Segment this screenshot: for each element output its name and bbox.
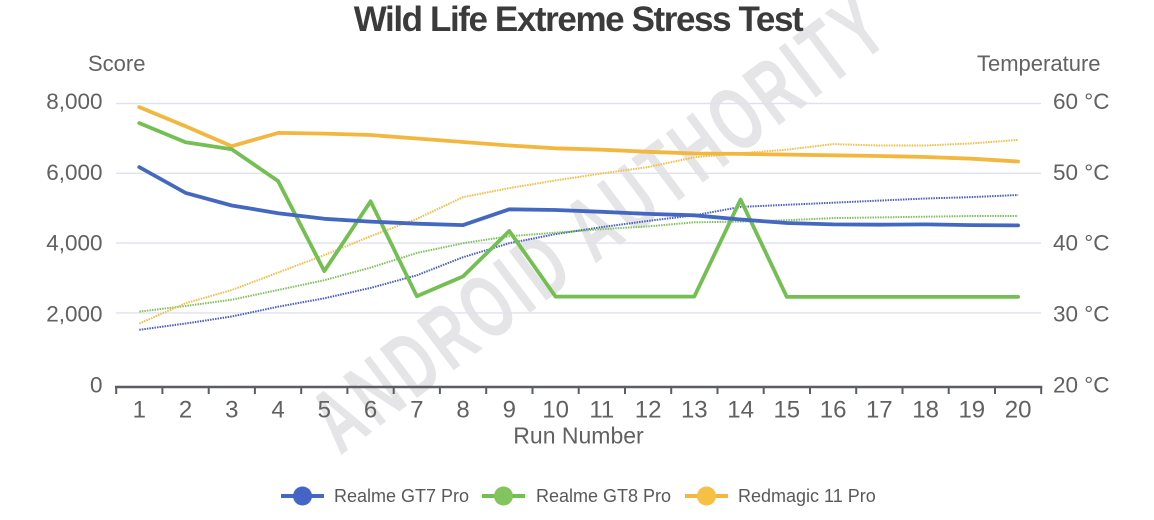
- svg-text:8,000: 8,000: [46, 89, 102, 114]
- svg-text:4,000: 4,000: [46, 231, 102, 256]
- svg-text:Realme GT8 Pro: Realme GT8 Pro: [536, 486, 671, 506]
- svg-text:16: 16: [820, 397, 847, 424]
- svg-text:12: 12: [635, 397, 662, 424]
- svg-text:Realme GT7 Pro: Realme GT7 Pro: [334, 486, 469, 506]
- svg-text:6: 6: [364, 397, 377, 424]
- svg-text:13: 13: [681, 397, 708, 424]
- svg-text:4: 4: [271, 397, 284, 424]
- svg-text:17: 17: [866, 397, 893, 424]
- svg-text:2: 2: [179, 397, 192, 424]
- svg-text:Temperature: Temperature: [977, 51, 1101, 76]
- svg-text:3: 3: [225, 397, 238, 424]
- svg-text:0: 0: [90, 373, 103, 398]
- svg-text:1: 1: [133, 397, 146, 424]
- svg-text:9: 9: [503, 397, 516, 424]
- svg-text:Run Number: Run Number: [513, 423, 644, 449]
- svg-text:Redmagic 11 Pro: Redmagic 11 Pro: [738, 486, 876, 506]
- svg-text:19: 19: [958, 397, 985, 424]
- svg-text:10: 10: [542, 397, 569, 424]
- svg-text:2,000: 2,000: [46, 302, 102, 327]
- svg-text:11: 11: [589, 397, 614, 424]
- svg-text:50 °C: 50 °C: [1053, 160, 1110, 185]
- svg-text:60 °C: 60 °C: [1053, 89, 1110, 114]
- svg-text:20 °C: 20 °C: [1053, 373, 1110, 398]
- svg-text:14: 14: [727, 397, 754, 424]
- svg-text:5: 5: [318, 397, 331, 424]
- svg-text:Wild Life Extreme Stress Test: Wild Life Extreme Stress Test: [354, 0, 804, 39]
- svg-text:40 °C: 40 °C: [1053, 231, 1110, 256]
- svg-text:7: 7: [410, 397, 423, 424]
- svg-text:30 °C: 30 °C: [1053, 302, 1110, 327]
- svg-text:18: 18: [912, 397, 939, 424]
- svg-text:20: 20: [1005, 397, 1032, 424]
- svg-text:6,000: 6,000: [46, 160, 102, 185]
- svg-text:8: 8: [456, 397, 469, 424]
- svg-text:15: 15: [773, 397, 800, 424]
- svg-text:Score: Score: [88, 51, 145, 76]
